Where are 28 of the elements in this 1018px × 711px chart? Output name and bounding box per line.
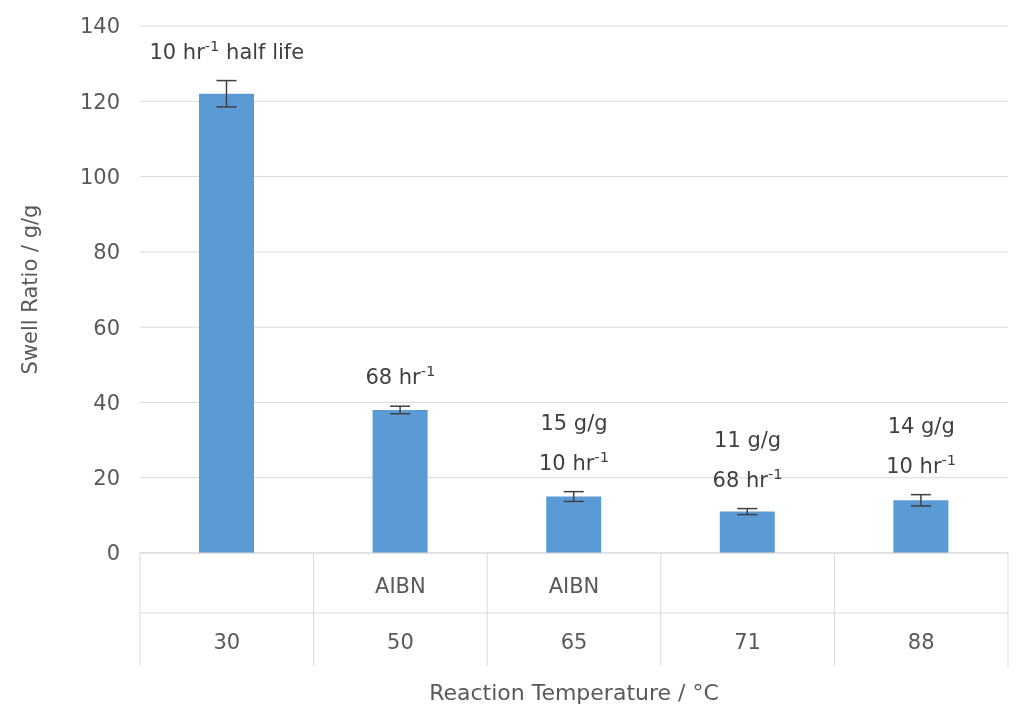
annotation: 68 hr$^{-1}$ [712, 464, 783, 492]
y-tick-label: 120 [79, 89, 120, 114]
y-tick-label: 100 [79, 165, 120, 190]
data-label: 11 g/g [714, 427, 782, 452]
category-label: AIBN 50 [375, 574, 426, 654]
annotation: 68 hr$^{-1}$ [365, 361, 436, 390]
y-tick-label: 80 [93, 240, 120, 265]
y-tick-label: 60 [93, 315, 120, 340]
bar [719, 511, 775, 553]
data-label: 15 g/g [540, 410, 608, 435]
x-axis-title: Reaction Temperature / °C [429, 680, 719, 705]
y-axis-title: Swell Ratio / g/g [18, 204, 43, 375]
annotation: 10 hr$^{-1}$ [539, 447, 609, 475]
y-tick-label: 0 [106, 541, 120, 566]
data-label: 14 g/g [887, 413, 955, 438]
y-tick-label: 20 [93, 466, 120, 491]
category-label: AIBN 65 [548, 574, 600, 654]
bar [893, 500, 949, 553]
bar [546, 496, 602, 553]
y-tick-label: 40 [93, 390, 120, 415]
x-tick-label: 71 [734, 630, 761, 654]
bar [372, 409, 428, 553]
y-tick-label: 140 [79, 14, 120, 39]
x-tick-label: 88 [907, 630, 935, 654]
x-tick-label: 30 [213, 630, 241, 654]
annotation: 10 hr$^{-1}$ half life [149, 36, 305, 64]
bar [199, 93, 254, 553]
annotation: 10 hr$^{-1}$ [886, 450, 957, 478]
